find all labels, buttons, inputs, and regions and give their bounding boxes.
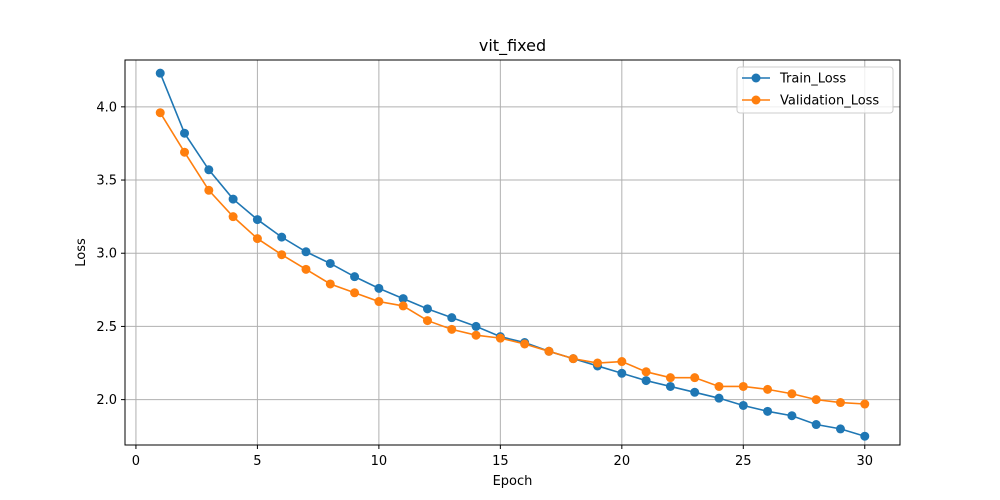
data-point-train-loss: [835, 424, 845, 434]
data-point-train-loss: [325, 258, 335, 268]
data-point-train-loss: [398, 294, 408, 304]
x-tick-label: 5: [253, 454, 261, 469]
data-point-validation-loss: [471, 330, 481, 340]
data-point-train-loss: [228, 194, 238, 204]
data-point-train-loss: [350, 272, 360, 282]
data-point-validation-loss: [398, 301, 408, 311]
data-point-train-loss: [471, 321, 481, 331]
data-point-validation-loss: [617, 357, 627, 367]
x-axis-label: Epoch: [493, 474, 533, 489]
data-point-validation-loss: [301, 264, 311, 274]
data-point-validation-loss: [374, 297, 384, 307]
data-point-train-loss: [811, 420, 821, 430]
x-tick-label: 10: [371, 454, 388, 469]
data-point-train-loss: [447, 313, 457, 323]
data-point-validation-loss: [593, 358, 603, 368]
x-tick-label: 0: [132, 454, 140, 469]
data-point-train-loss: [277, 232, 287, 242]
data-point-validation-loss: [155, 108, 165, 118]
data-point-validation-loss: [228, 212, 238, 222]
legend-marker-train-loss: [751, 73, 761, 83]
data-point-validation-loss: [495, 333, 505, 343]
data-point-train-loss: [763, 406, 773, 416]
data-point-train-loss: [617, 368, 627, 378]
data-point-train-loss: [787, 411, 797, 421]
series-lines: [159, 72, 866, 437]
series-line-validation-loss: [159, 112, 865, 405]
data-point-validation-loss: [714, 381, 724, 391]
y-tick-label: 3.5: [96, 174, 117, 189]
data-point-validation-loss: [787, 389, 797, 399]
x-tick-label: 25: [735, 454, 752, 469]
grid-lines: [125, 60, 900, 445]
data-point-validation-loss: [277, 250, 287, 260]
data-point-validation-loss: [860, 399, 870, 409]
data-point-validation-loss: [544, 346, 554, 356]
legend: Train_Loss Validation_Loss: [736, 66, 894, 114]
y-axis-label: Loss: [74, 238, 89, 267]
data-point-train-loss: [422, 304, 432, 314]
data-point-validation-loss: [665, 373, 675, 383]
legend-label-validation-loss: Validation_Loss: [780, 94, 879, 109]
data-point-validation-loss: [252, 234, 262, 244]
legend-box: [736, 66, 894, 114]
x-tick-label: 15: [492, 454, 509, 469]
data-point-validation-loss: [447, 324, 457, 334]
y-tick-label: 2.5: [96, 320, 117, 335]
data-point-validation-loss: [811, 395, 821, 405]
data-point-validation-loss: [835, 398, 845, 408]
data-point-train-loss: [252, 215, 262, 225]
data-point-validation-loss: [520, 339, 530, 349]
data-point-train-loss: [180, 128, 190, 138]
data-point-validation-loss: [422, 316, 432, 326]
data-point-train-loss: [301, 247, 311, 257]
data-point-train-loss: [738, 400, 748, 410]
y-tick-label: 2.0: [96, 393, 117, 408]
plot-frame: [124, 59, 901, 446]
data-point-validation-loss: [763, 384, 773, 394]
data-point-validation-loss: [350, 288, 360, 298]
data-point-train-loss: [374, 283, 384, 293]
x-tick-label: 20: [614, 454, 631, 469]
series-line-train-loss: [159, 72, 866, 437]
data-point-train-loss: [714, 393, 724, 403]
data-point-train-loss: [155, 68, 165, 78]
data-point-validation-loss: [568, 354, 578, 364]
legend-label-train-loss: Train_Loss: [779, 72, 846, 87]
data-point-validation-loss: [204, 185, 214, 195]
y-tick-label: 3.0: [96, 247, 117, 262]
legend-marker-validation-loss: [751, 95, 761, 105]
data-point-validation-loss: [738, 381, 748, 391]
data-point-train-loss: [690, 387, 700, 397]
data-point-validation-loss: [325, 279, 335, 289]
data-point-validation-loss: [690, 373, 700, 383]
axis-ticks: 0 5 10 15 20 25 30 2.0 2.5 3.0 3.5 4.0: [96, 100, 873, 469]
x-tick-label: 30: [856, 454, 873, 469]
data-point-train-loss: [204, 165, 214, 175]
data-point-train-loss: [860, 431, 870, 441]
series-markers: [155, 68, 870, 441]
data-point-train-loss: [665, 381, 675, 391]
data-point-validation-loss: [641, 367, 651, 377]
y-tick-label: 4.0: [96, 100, 117, 115]
data-point-train-loss: [641, 376, 651, 386]
chart-title: vit_fixed: [479, 36, 546, 56]
data-point-validation-loss: [180, 147, 190, 157]
